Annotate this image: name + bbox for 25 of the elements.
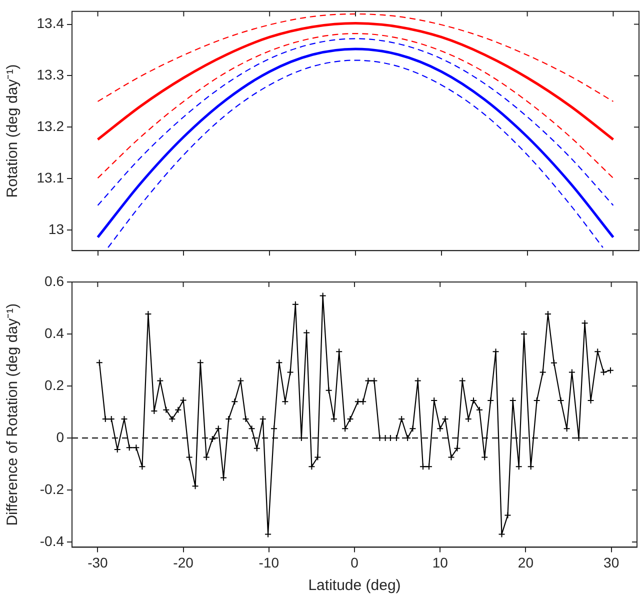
line-series	[97, 32, 614, 179]
line-series	[97, 13, 614, 102]
x-tick-label: -10	[258, 554, 280, 570]
y-tick-label: -0.4	[40, 532, 64, 549]
line-series	[96, 22, 614, 141]
y-tick-label: 13.2	[36, 118, 64, 134]
x-tick-label: 0	[350, 554, 359, 570]
y-tick-label: 0	[56, 428, 64, 445]
y-tick-label: 13	[48, 220, 64, 237]
y-tick-label: 0.4	[44, 324, 64, 341]
x-tick-label: 10	[432, 554, 448, 570]
y-tick-label: -0.2	[40, 480, 64, 497]
line-series	[97, 38, 614, 206]
x-tick-label: 30	[604, 554, 620, 570]
x-tick-label: -20	[173, 554, 194, 570]
y-tick-label: 13.4	[36, 15, 64, 32]
y-tick-label: 0.6	[44, 272, 64, 289]
y-tick-label: 0.2	[44, 376, 64, 393]
y-axis-title: Rotation (deg day⁻¹)	[4, 64, 22, 198]
x-tick-label: 20	[518, 554, 534, 570]
y-tick-label: 13.3	[36, 66, 64, 83]
y-axis-title: Difference of Rotation (deg day⁻¹)	[4, 303, 22, 526]
x-axis-title: Latitude (deg)	[308, 577, 401, 594]
x-tick-label: -30	[88, 554, 108, 570]
y-tick-label: 13.1	[36, 169, 64, 186]
